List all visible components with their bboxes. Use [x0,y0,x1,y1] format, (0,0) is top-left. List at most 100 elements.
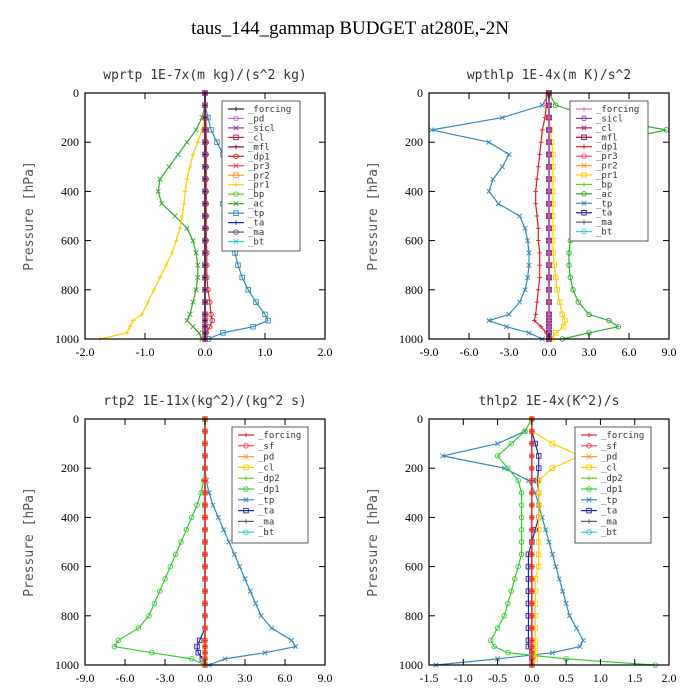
data-point [440,453,446,459]
data-point [247,588,253,594]
data-point [535,477,542,484]
data-point [506,151,512,158]
data-point [535,514,542,521]
legend-marker [233,172,239,179]
legend-marker [243,464,249,471]
data-point [265,317,271,324]
data-point [135,625,142,631]
data-point [535,490,542,496]
data-point [148,649,155,656]
legend-marker [581,200,587,206]
legend-label: _mfl [596,133,618,143]
data-point [515,563,521,570]
x-tick-label: 6.0 [278,671,293,685]
data-point [535,502,542,508]
y-tick-label: 400 [61,510,79,524]
data-point [566,250,572,256]
data-point [526,250,532,256]
legend-label: _pr3 [596,152,618,162]
legend-label: _forcing [596,105,639,115]
legend-label: _dp1 [596,143,618,153]
panel-2: wpthlp 1E-4x(m K)/s^2 Pressure [hPa] -9.0 -… [366,68,677,359]
data-point [503,324,509,330]
legend-label: _dp1 [258,485,280,495]
y-tick-label: 800 [405,283,423,297]
legend-label: _bt [258,528,274,538]
y-tick-label: 400 [61,184,79,198]
x-tick-label: 0.0 [198,671,213,685]
data-point [549,551,556,557]
data-point [525,274,531,281]
data-point [522,225,528,231]
legend-marker [233,191,239,197]
data-point [221,527,227,533]
data-point [167,563,174,570]
x-tick-label: 3.0 [582,345,597,359]
y-tick-label: 200 [405,461,423,475]
data-point [190,299,196,305]
data-point [172,551,179,558]
y-tick-label: 0 [73,86,79,100]
data-point [196,637,203,644]
legend-label: _tp [248,209,264,219]
data-point [184,225,190,231]
legend-marker [586,529,592,535]
legend-label: _ma [596,218,612,228]
y-axis-label: Pressure [hPa] [366,161,381,271]
legend-label: _pd [258,453,274,463]
data-point [289,637,295,644]
data-point [522,428,528,435]
data-point [111,643,118,650]
y-tick-label: 400 [405,184,423,198]
legend-label: _pr1 [596,171,618,181]
legend-marker [233,238,239,245]
x-tick-label: 1.0 [258,345,273,359]
legend-marker [233,153,239,160]
data-point [549,440,556,447]
legend-label: _ta [258,507,274,517]
data-point [551,262,558,268]
data-point [553,563,559,570]
legend-label: _dp1 [248,152,270,162]
data-point [187,311,193,318]
legend-label: _ac [596,190,612,200]
y-tick-label: 600 [405,560,423,574]
legend-marker [581,228,587,235]
legend-label: _cl [248,133,264,143]
y-tick-label: 200 [61,461,79,475]
legend-label: _pd [601,453,617,463]
panel-1: wprtp 1E-7x(m kg)/(s^2 kg) Pressure [hPa]… [22,68,333,359]
legend: _forcing_pd_sicl_cl_mfl_dp1_pr3_pr2_pr1_… [221,100,301,252]
x-tick-label: 2.0 [318,345,333,359]
legend: _forcing_sf_pd_cl_dp2_dp1_tp_ta_ma_bt [231,426,309,544]
legend-label: _forcing [601,431,644,441]
legend-marker [243,507,249,514]
legend-label: _dp2 [601,474,623,484]
data-point [546,539,552,545]
x-tick-label: -0.5 [488,671,507,685]
y-tick-label: 600 [61,234,79,248]
data-point [194,643,200,650]
legend-label: _sf [601,442,617,452]
legend-label: _pr2 [596,162,618,172]
legend-marker [243,443,249,449]
legend-label: _cl [258,463,274,473]
legend-marker [586,464,592,471]
panel-4: thlp2 1E-4x(K^2)/s Pressure [hPa] -1.5 -1.0… [366,394,677,685]
legend-label: _ma [258,517,274,527]
data-point [490,176,496,182]
legend-marker [581,115,587,122]
y-tick-label: 800 [61,609,79,623]
legend-marker [581,153,587,159]
x-tick-label: 9.0 [318,671,333,685]
data-point [159,201,165,207]
data-point [518,551,525,558]
y-tick-label: 1000 [399,658,423,672]
data-point [566,613,573,619]
y-tick-label: 400 [405,510,423,524]
legend-marker [586,497,592,503]
x-tick-label: -2.0 [76,345,95,359]
data-point [518,490,525,496]
legend-marker [243,486,249,492]
data-point [542,527,549,533]
